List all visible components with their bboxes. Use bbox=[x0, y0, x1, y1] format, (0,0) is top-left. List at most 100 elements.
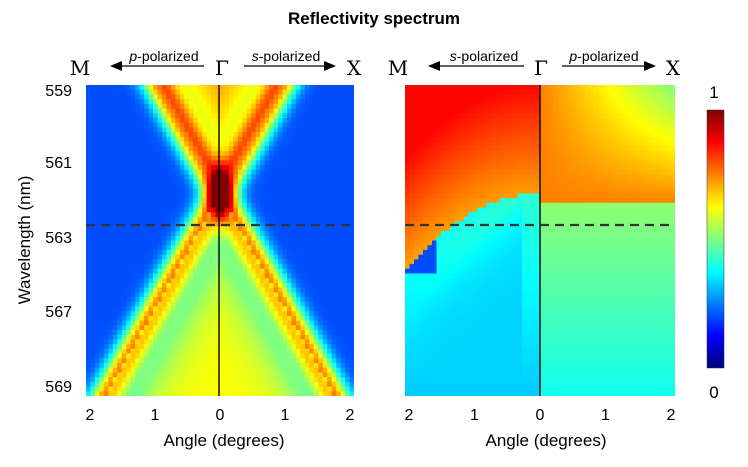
heatmap-cell bbox=[153, 127, 159, 133]
heatmap-cell bbox=[459, 160, 465, 166]
heatmap-cell bbox=[153, 226, 159, 232]
heatmap-cell bbox=[409, 282, 415, 289]
heatmap-cell bbox=[251, 150, 257, 157]
heatmap-cell bbox=[175, 282, 181, 289]
heatmap-cell bbox=[441, 188, 447, 194]
heatmap-cell bbox=[148, 381, 154, 388]
heatmap-cell bbox=[414, 141, 420, 147]
heatmap-cell bbox=[313, 127, 319, 133]
heatmap-cell bbox=[139, 273, 145, 279]
heatmap-cell bbox=[327, 254, 333, 260]
heatmap-cell bbox=[228, 113, 234, 119]
heatmap-cell bbox=[273, 339, 279, 345]
heatmap-cell bbox=[331, 132, 337, 138]
heatmap-cell bbox=[405, 155, 411, 161]
heatmap-cell bbox=[309, 160, 315, 166]
heatmap-cell bbox=[349, 344, 354, 350]
heatmap-cell bbox=[108, 339, 114, 345]
heatmap-cell bbox=[291, 231, 297, 237]
heatmap-cell bbox=[418, 113, 424, 119]
heatmap-cell bbox=[304, 311, 310, 317]
heatmap-cell bbox=[188, 377, 194, 383]
heatmap-cell bbox=[117, 235, 123, 242]
heatmap-cell bbox=[86, 85, 92, 91]
heatmap-cell bbox=[170, 311, 176, 317]
heatmap-cell bbox=[331, 377, 337, 383]
heatmap-cell bbox=[327, 240, 333, 246]
heatmap-cell bbox=[273, 358, 279, 364]
heatmap-cell bbox=[211, 127, 217, 133]
heatmap-cell bbox=[336, 301, 342, 308]
heatmap-cell bbox=[282, 94, 288, 100]
heatmap-cell bbox=[318, 367, 324, 374]
heatmap-cell bbox=[278, 268, 284, 275]
heatmap-cell bbox=[153, 221, 159, 227]
heatmap-cell bbox=[108, 183, 114, 190]
heatmap-cell bbox=[414, 221, 420, 227]
heatmap-cell bbox=[269, 259, 275, 265]
heatmap-cell bbox=[108, 358, 114, 364]
heatmap-cell bbox=[318, 391, 324, 396]
heatmap-cell bbox=[287, 226, 293, 232]
heatmap-cell bbox=[188, 108, 194, 114]
heatmap-cell bbox=[318, 278, 324, 284]
heatmap-cell bbox=[193, 193, 199, 199]
heatmap-cell bbox=[445, 94, 451, 100]
heatmap-cell bbox=[130, 363, 136, 369]
heatmap-cell bbox=[278, 278, 284, 284]
heatmap-cell bbox=[472, 108, 478, 114]
heatmap-cell bbox=[242, 160, 248, 166]
heatmap-cell bbox=[327, 127, 333, 133]
heatmap-cell bbox=[441, 363, 447, 369]
heatmap-cell bbox=[432, 108, 438, 114]
heatmap-cell bbox=[193, 99, 199, 105]
heatmap-cell bbox=[313, 85, 319, 91]
heatmap-cell bbox=[108, 99, 114, 105]
heatmap-cell bbox=[463, 254, 469, 260]
heatmap-cell bbox=[336, 150, 342, 157]
heatmap-cell bbox=[282, 231, 288, 237]
heatmap-cell bbox=[340, 278, 346, 284]
heatmap-cell bbox=[313, 179, 319, 185]
heatmap-cell bbox=[224, 348, 230, 355]
heatmap-cell bbox=[148, 122, 154, 129]
heatmap-cell bbox=[179, 306, 185, 312]
heatmap-cell bbox=[349, 202, 354, 209]
heatmap-cell bbox=[331, 89, 337, 96]
heatmap-cell bbox=[436, 287, 442, 293]
heatmap-cell bbox=[336, 353, 342, 359]
heatmap-cell bbox=[108, 165, 114, 171]
heatmap-cell bbox=[148, 207, 154, 213]
heatmap-cell bbox=[468, 216, 474, 223]
heatmap-cell bbox=[313, 245, 319, 251]
heatmap-cell bbox=[318, 198, 324, 204]
heatmap-cell bbox=[309, 183, 315, 190]
heatmap-cell bbox=[108, 226, 114, 232]
heatmap-cell bbox=[264, 160, 270, 166]
heatmap-cell bbox=[228, 89, 234, 96]
heatmap-cell bbox=[161, 136, 167, 143]
heatmap-cell bbox=[322, 372, 328, 378]
heatmap-cell bbox=[331, 193, 337, 199]
heatmap-cell bbox=[278, 254, 284, 260]
heatmap-cell bbox=[450, 99, 456, 105]
heatmap-cell bbox=[228, 235, 234, 242]
heatmap-cell bbox=[418, 353, 424, 359]
heatmap-cell bbox=[90, 245, 96, 251]
heatmap-cell bbox=[99, 235, 105, 242]
heatmap-cell bbox=[405, 160, 411, 166]
heatmap-cell bbox=[121, 127, 127, 133]
heatmap-cell bbox=[327, 297, 333, 303]
heatmap-cell bbox=[327, 391, 333, 396]
heatmap-cell bbox=[215, 268, 221, 275]
heatmap-cell bbox=[349, 198, 354, 204]
heatmap-cell bbox=[90, 330, 96, 336]
heatmap-cell bbox=[135, 348, 141, 355]
heatmap-cell bbox=[264, 320, 270, 326]
heatmap-cell bbox=[318, 353, 324, 359]
heatmap-cell bbox=[331, 358, 337, 364]
heatmap-cell bbox=[170, 207, 176, 213]
heatmap-cell bbox=[170, 113, 176, 119]
heatmap-cell bbox=[94, 231, 100, 237]
heatmap-cell bbox=[211, 188, 217, 194]
